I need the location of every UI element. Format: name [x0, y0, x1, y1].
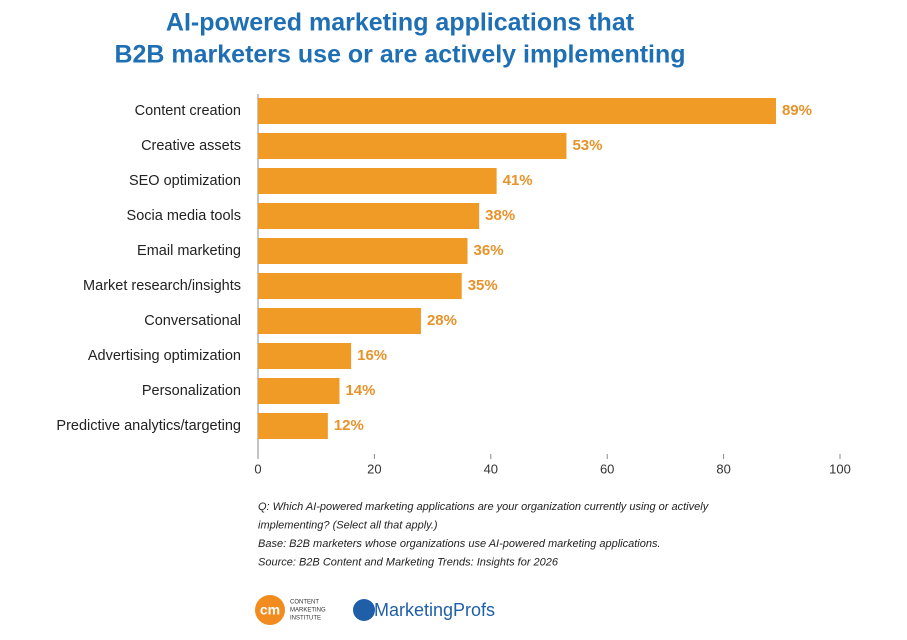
y-tick-label: Socia media tools [127, 208, 241, 224]
bar [258, 343, 352, 369]
footnote: Base: B2B marketers whose organizations … [258, 538, 661, 550]
data-label: 36% [474, 242, 504, 259]
y-tick-label: Predictive analytics/targeting [56, 418, 241, 434]
bar [258, 238, 468, 264]
bar [258, 98, 776, 124]
cmi-logo-text: CONTENT [290, 600, 319, 606]
data-label: 35% [468, 277, 498, 294]
data-label: 28% [427, 312, 457, 329]
bar [258, 308, 421, 334]
cmi-logo-text: MARKETING [290, 608, 326, 614]
x-tick-label: 100 [829, 461, 851, 476]
data-label: 89% [782, 102, 812, 119]
y-tick-label: Advertising optimization [88, 348, 241, 364]
x-tick-label: 80 [716, 461, 730, 476]
chart-title: AI-powered marketing applications that [166, 9, 635, 37]
profs-logo [353, 599, 375, 621]
bar [258, 413, 328, 439]
cmi-logo-text: cm [260, 602, 280, 618]
cmi-logo-text: INSTITUTE [290, 616, 321, 622]
data-label: 41% [503, 172, 533, 189]
y-tick-label: Creative assets [141, 138, 241, 154]
chart-title: B2B marketers use or are actively implem… [114, 41, 685, 69]
y-tick-label: Personalization [142, 383, 241, 399]
data-label: 38% [485, 207, 515, 224]
bar [258, 133, 567, 159]
y-tick-label: Conversational [144, 313, 241, 329]
y-tick-label: Market research/insights [83, 278, 241, 294]
data-label: 12% [334, 417, 364, 434]
y-tick-label: Content creation [135, 103, 241, 119]
data-label: 16% [357, 347, 387, 364]
footnote: implementing? (Select all that apply.) [258, 519, 438, 531]
y-tick-label: SEO optimization [129, 173, 241, 189]
footnote: Q: Which AI-powered marketing applicatio… [258, 501, 710, 513]
bar [258, 203, 480, 229]
bar [258, 273, 462, 299]
data-label: 14% [345, 382, 375, 399]
y-tick-label: Email marketing [137, 243, 241, 259]
footnote: Source: B2B Content and Marketing Trends… [258, 556, 559, 568]
data-label: 53% [572, 137, 602, 154]
x-tick-label: 40 [484, 461, 498, 476]
cmi-logo [255, 595, 285, 625]
x-tick-label: 60 [600, 461, 614, 476]
x-tick-label: 0 [254, 461, 261, 476]
profs-logo-text: MarketingProfs [374, 600, 495, 620]
x-tick-label: 20 [367, 461, 381, 476]
bar [258, 378, 340, 404]
bar [258, 168, 497, 194]
